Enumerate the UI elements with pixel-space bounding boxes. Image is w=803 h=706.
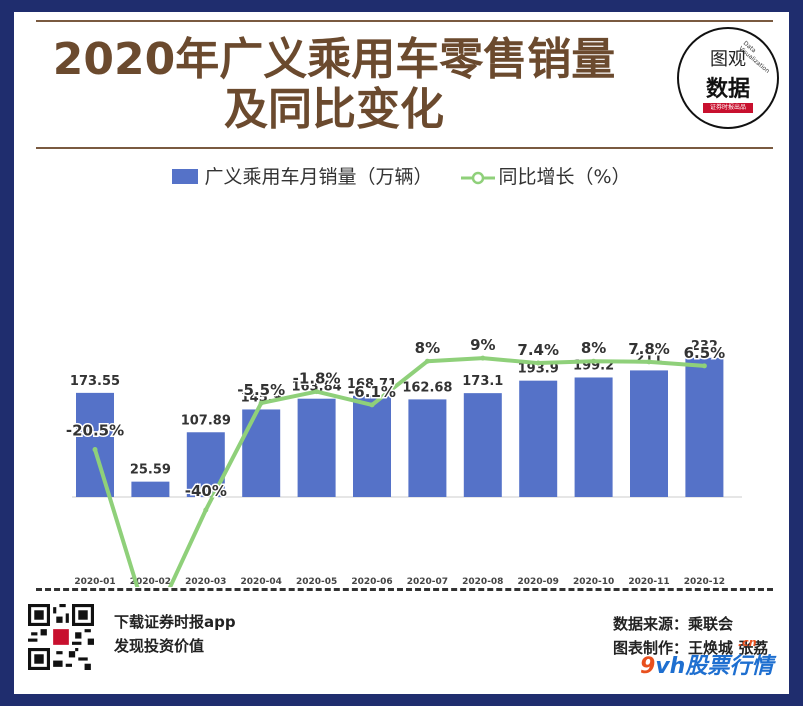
line-point — [480, 355, 486, 361]
bar — [519, 380, 558, 497]
x-tick-label: 2020-12 — [684, 577, 725, 587]
bar-value-label: 162.68 — [402, 380, 452, 395]
line-value-label: 7.4% — [517, 341, 559, 359]
line-point — [591, 358, 597, 364]
watermark-middle: vh — [655, 654, 686, 679]
line-value-label: -40% — [185, 482, 227, 500]
chart-title-line2: 及同比变化 — [224, 84, 444, 135]
bar — [630, 370, 668, 497]
line-value-label: -20.5% — [66, 422, 124, 440]
chart-author: 图表制作：王焕城 张荔 — [613, 639, 769, 657]
legend-line-label: 同比增长（%） — [498, 166, 631, 188]
data-viz-logo: 图观 数据 证券时报出品 Data Visualization — [677, 27, 779, 129]
line-point — [535, 360, 541, 366]
line-point — [92, 447, 98, 453]
x-tick-label: 2020-06 — [351, 577, 392, 587]
bar — [574, 377, 613, 497]
chart-card: 2020年广义乘用车零售销量 及同比变化 图观 数据 证券时报出品 Data V… — [14, 12, 789, 694]
bar-value-label: 193.9 — [518, 362, 559, 377]
watermark-domain: .cn — [738, 636, 757, 649]
line-value-label: -5.5% — [237, 381, 285, 399]
line-value-label: 9% — [470, 336, 495, 354]
x-tick-label: 2020-02 — [130, 577, 171, 587]
x-tick-label: 2020-07 — [407, 577, 448, 587]
top-rule — [36, 20, 773, 22]
title-rule — [36, 147, 773, 149]
bar-value-label: 232 — [691, 339, 718, 354]
legend-bar-swatch — [172, 169, 199, 184]
watermark-logo: 9vh股票行情 .cn — [640, 636, 774, 680]
line-value-label: -1.8% — [293, 370, 341, 388]
bar — [297, 398, 336, 497]
qr-code-icon — [28, 604, 94, 670]
line-point — [646, 359, 652, 365]
x-tick-label: 2020-01 — [74, 577, 115, 587]
line-value-label: 7.8% — [628, 340, 670, 358]
footer-divider — [36, 588, 773, 591]
x-tick-label: 2020-04 — [241, 577, 282, 587]
bar — [408, 399, 447, 497]
legend-line-marker — [460, 171, 495, 184]
bar-value-label: 173.55 — [70, 374, 120, 389]
legend-bar-label: 广义乘用车月销量（万辆） — [204, 166, 433, 188]
bar — [685, 357, 724, 497]
bar — [463, 393, 502, 497]
bar — [131, 481, 170, 497]
bar-value-label: 173.1 — [462, 374, 503, 389]
app-promo-line1: 下载证券时报app — [114, 613, 236, 631]
logo-main-text: 数据 — [705, 77, 750, 102]
app-promo-line2: 发现投资价值 — [114, 637, 205, 655]
x-tick-label: 2020-08 — [462, 577, 503, 587]
line-point — [424, 358, 430, 364]
watermark-prefix: 9 — [640, 654, 656, 679]
chart-plot: 173.552020-0125.592020-02107.892020-0314… — [64, 335, 742, 587]
yoy-growth-line — [93, 356, 705, 587]
x-tick-label: 2020-11 — [628, 577, 669, 587]
bar-value-label: 25.59 — [130, 463, 171, 478]
x-tick-label: 2020-10 — [573, 577, 614, 587]
bar — [76, 392, 114, 497]
x-tick-label: 2020-05 — [296, 577, 337, 587]
chart-title-line1: 2020年广义乘用车零售销量 — [52, 34, 616, 85]
x-tick-label: 2020-03 — [185, 577, 226, 587]
line-point — [314, 389, 320, 395]
bar-value-label: 168.71 — [347, 377, 397, 392]
bar — [242, 409, 281, 497]
watermark-brand: 股票行情 — [685, 654, 774, 679]
line-point — [701, 363, 707, 369]
bar-value-label: 107.89 — [181, 413, 231, 428]
x-tick-label: 2020-09 — [518, 577, 559, 587]
logo-badge: 证券时报出品 — [703, 103, 753, 113]
bar-value-label: 163.84 — [292, 380, 342, 395]
chart-legend: 广义乘用车月销量（万辆） 同比增长（%） — [14, 162, 789, 189]
bar — [353, 395, 391, 497]
line-value-label: 6.5% — [684, 344, 726, 362]
line-value-label: -6.1% — [348, 383, 396, 401]
line-point — [203, 507, 209, 513]
line-point — [369, 402, 375, 408]
line-value-label: 8% — [581, 339, 606, 357]
data-source: 数据来源：乘联会 — [613, 615, 734, 633]
logo-top-text: 图观 — [710, 49, 746, 70]
line-value-label: 8% — [415, 339, 440, 357]
line-point — [258, 400, 264, 406]
